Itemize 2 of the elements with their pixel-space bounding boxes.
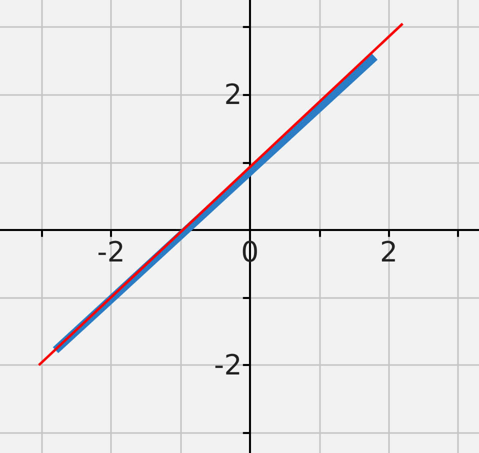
x-tick-label: -2 (97, 235, 126, 268)
x-tick-label: 2 (380, 235, 398, 268)
